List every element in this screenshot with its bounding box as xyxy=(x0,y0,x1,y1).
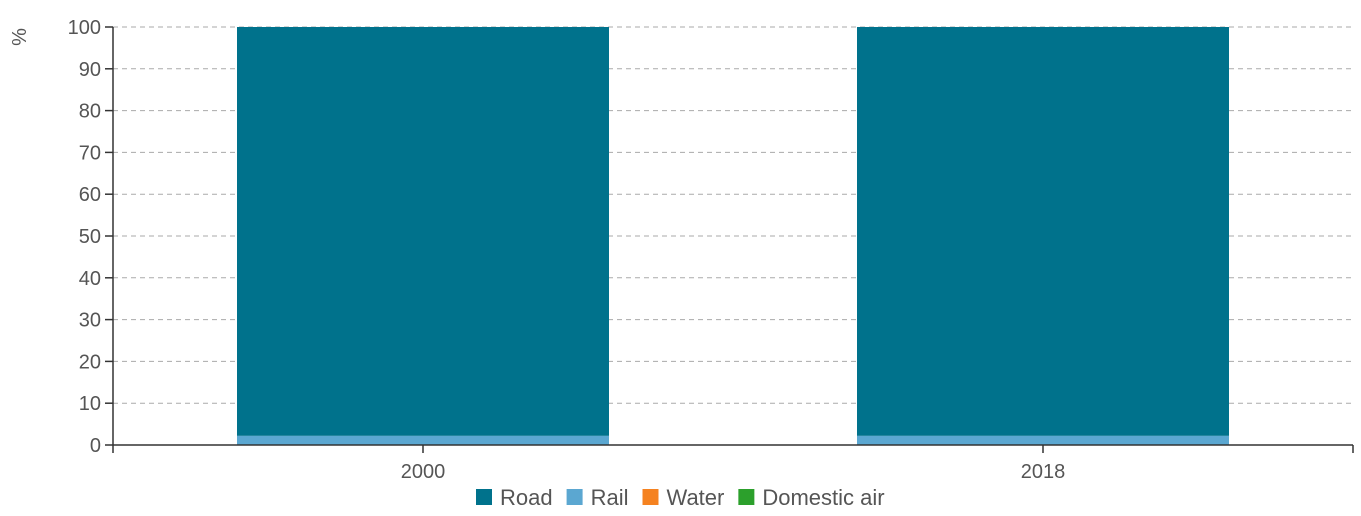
legend-swatch-water xyxy=(642,489,659,505)
y-axis-ticks: 0 10 20 30 40 50 60 70 80 90 100 xyxy=(68,17,113,457)
legend-label: Domestic air xyxy=(762,485,884,510)
y-tick-label: 80 xyxy=(79,101,101,123)
bar-rail-2000 xyxy=(237,435,609,445)
bar-road-2000 xyxy=(237,27,609,436)
legend-label: Water xyxy=(667,485,725,510)
y-tick-label: 20 xyxy=(79,351,101,373)
x-tick-label: 2018 xyxy=(1021,461,1066,483)
legend-swatch-rail xyxy=(566,489,583,505)
y-tick-label: 40 xyxy=(79,268,101,290)
y-tick-label: 0 xyxy=(90,435,101,457)
y-tick-label: 70 xyxy=(79,142,101,164)
legend-label: Road xyxy=(500,485,553,510)
bars xyxy=(237,27,1229,445)
y-tick-label: 60 xyxy=(79,184,101,206)
legend: Road Rail Water Domestic air xyxy=(476,485,885,510)
y-tick-label: 90 xyxy=(79,59,101,81)
legend-swatch-road xyxy=(476,489,492,505)
y-tick-label: 10 xyxy=(79,393,101,415)
y-tick-label: 50 xyxy=(79,226,101,248)
y-axis-label: % xyxy=(9,28,31,46)
y-tick-label: 100 xyxy=(68,17,101,39)
bar-rail-2018 xyxy=(857,435,1229,445)
legend-swatch-domestic-air xyxy=(738,489,755,505)
x-axis-ticks: 2000 2018 xyxy=(112,445,1354,483)
legend-label: Rail xyxy=(591,485,629,510)
y-tick-label: 30 xyxy=(79,310,101,332)
bar-road-2018 xyxy=(857,27,1229,436)
x-tick-label: 2000 xyxy=(401,461,446,483)
